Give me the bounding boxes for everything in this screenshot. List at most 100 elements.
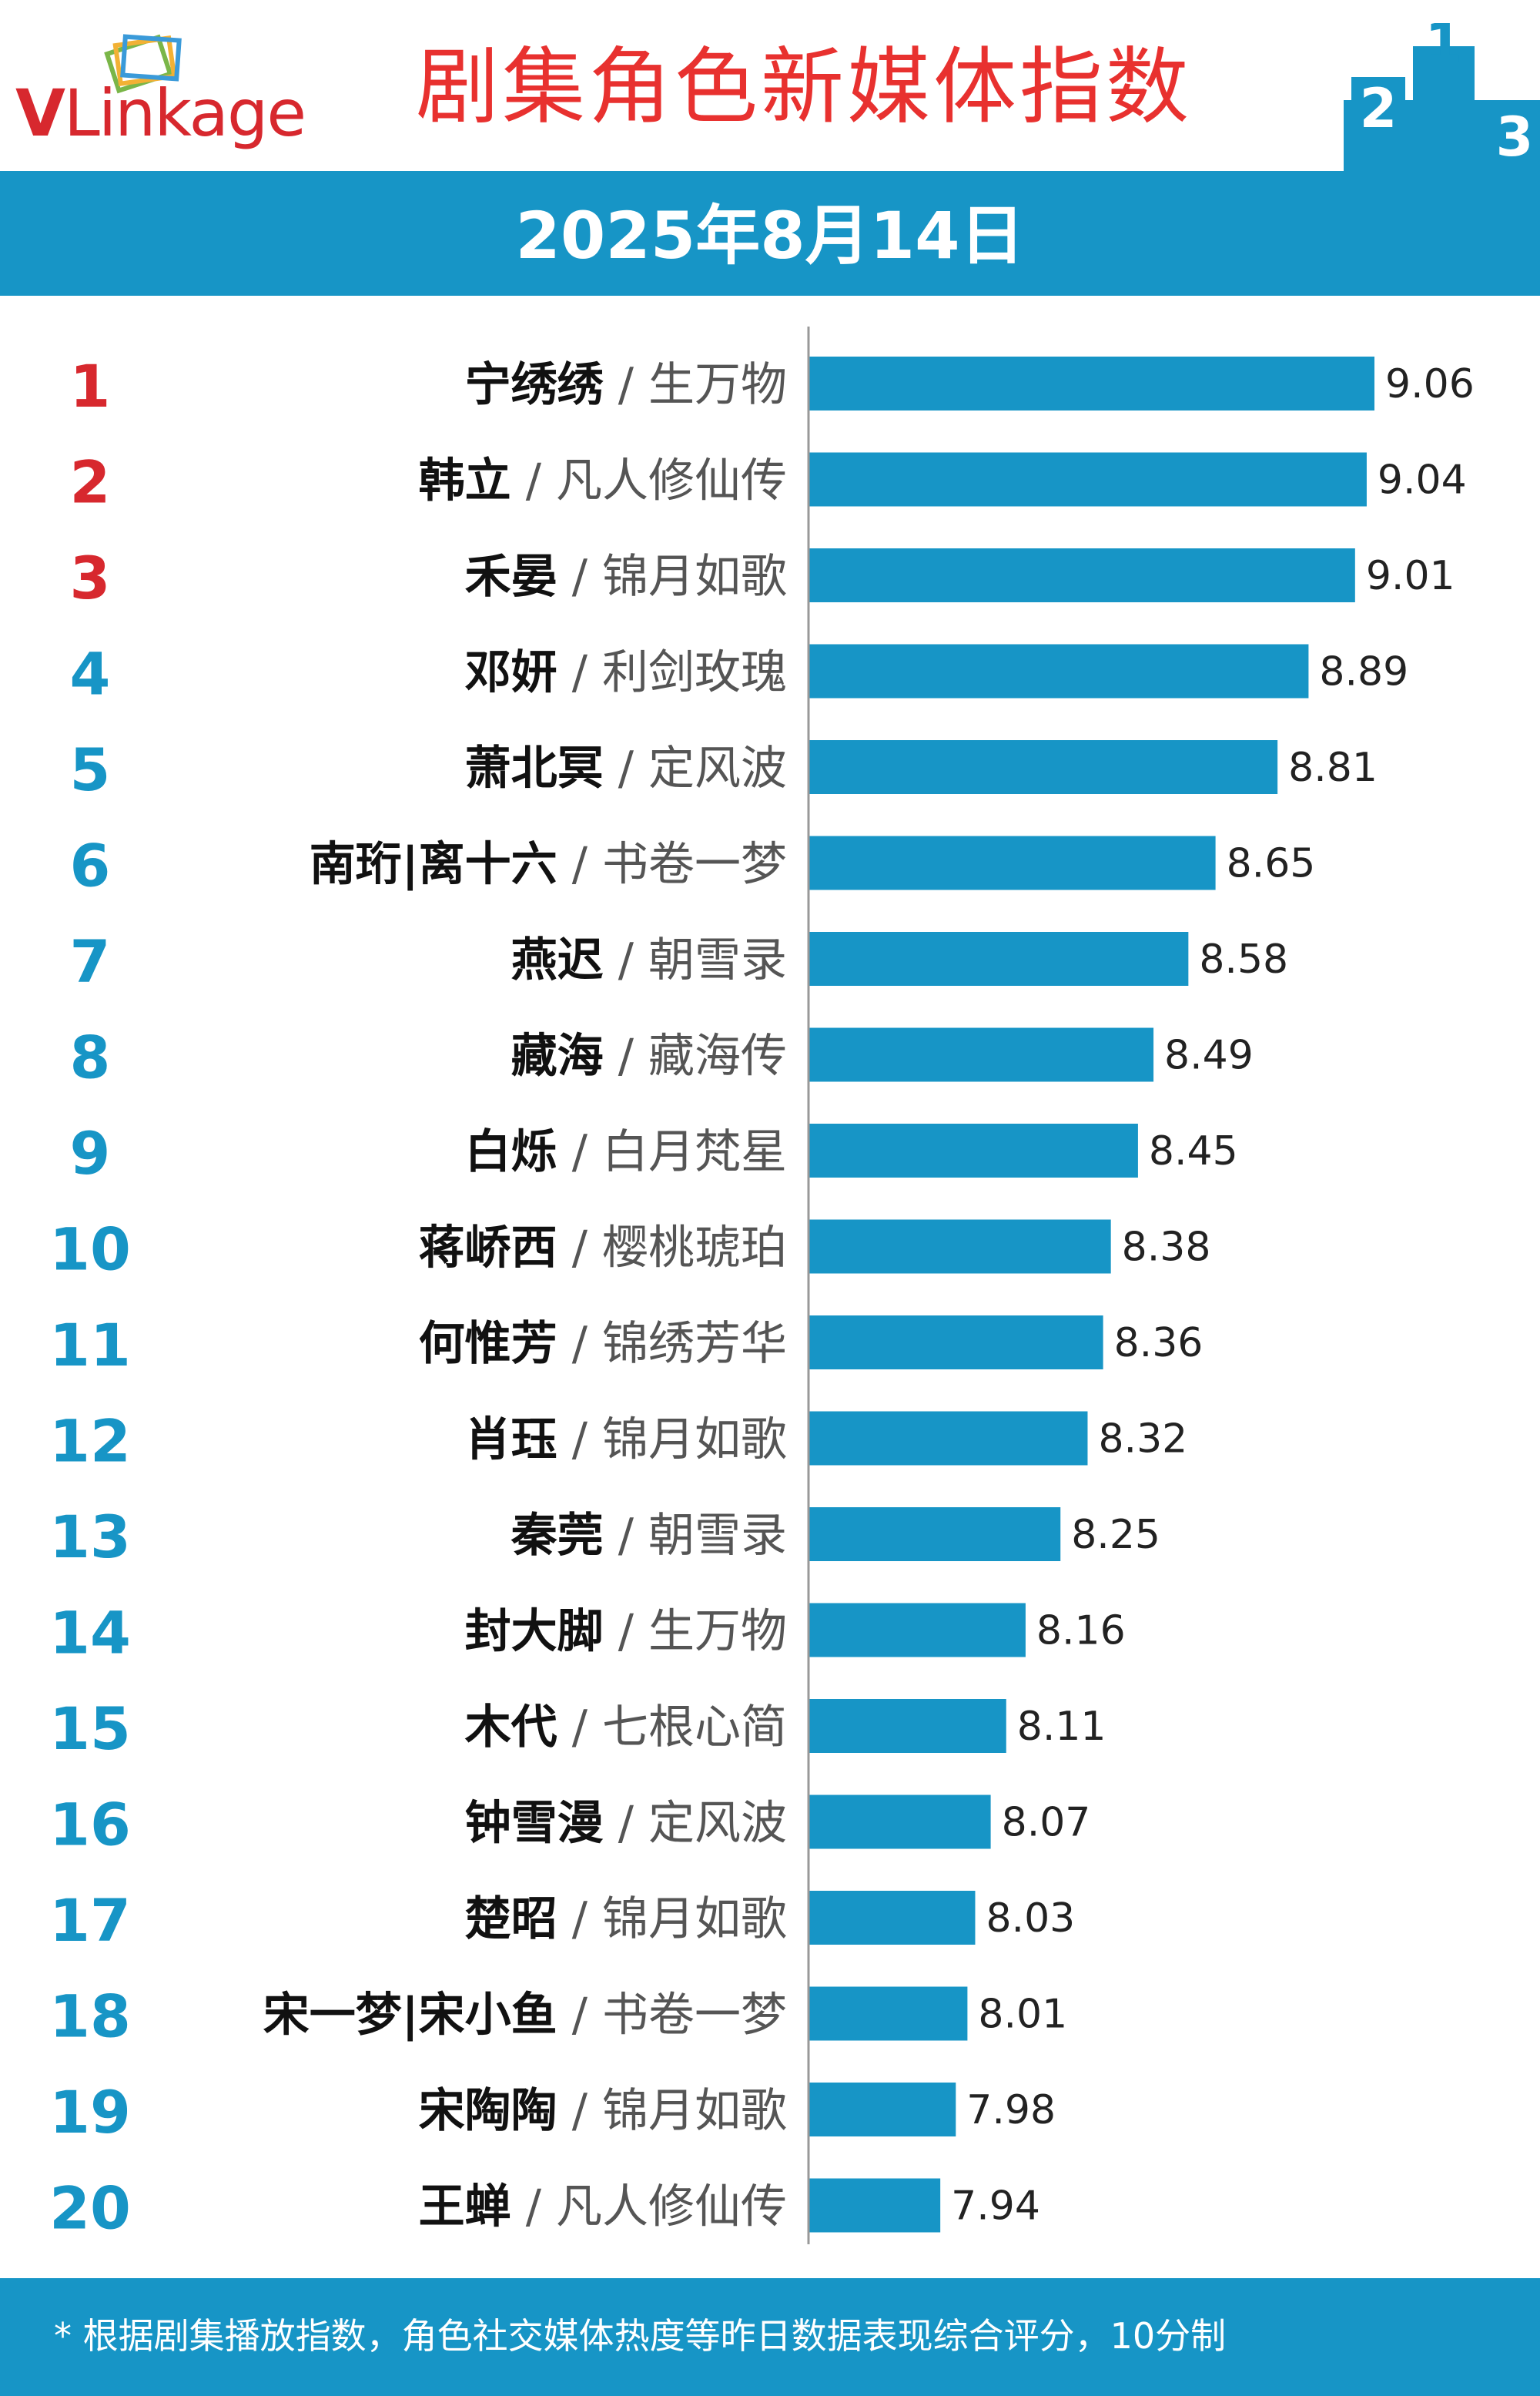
value-label-11: 8.36 xyxy=(1114,1320,1204,1366)
value-label-6: 8.65 xyxy=(1227,841,1316,887)
row-label-1: 宁绣绣 / 生万物 xyxy=(465,358,787,412)
value-label-7: 8.58 xyxy=(1199,937,1288,983)
character-name-19: 宋陶陶 xyxy=(419,2084,557,2138)
drama-name-16: / 定风波 xyxy=(604,1797,787,1851)
character-name-20: 王蝉 xyxy=(419,2180,511,2234)
character-name-13: 秦莞 xyxy=(511,1509,604,1563)
rank-label-7: 7 xyxy=(70,927,111,996)
row-label-7: 燕迟 / 朝雪录 xyxy=(511,933,787,987)
row-label-15: 木代 / 七根心简 xyxy=(465,1701,787,1754)
rank-label-12: 12 xyxy=(49,1407,131,1476)
rank-label-14: 14 xyxy=(49,1599,131,1667)
character-name-17: 楚昭 xyxy=(465,1892,557,1946)
rank-label-3: 3 xyxy=(70,544,111,612)
bar-19 xyxy=(808,2083,956,2136)
header: VLinkage 剧集角色新媒体指数 2 1 3 xyxy=(0,0,1540,171)
value-label-4: 8.89 xyxy=(1319,649,1408,695)
drama-name-15: / 七根心简 xyxy=(557,1701,787,1754)
row-label-13: 秦莞 / 朝雪录 xyxy=(511,1509,787,1563)
character-name-18: 宋一梦|宋小鱼 xyxy=(263,1989,557,2042)
row-label-3: 禾晏 / 锦月如歌 xyxy=(465,550,787,604)
row-label-16: 钟雪漫 / 定风波 xyxy=(465,1797,787,1851)
rank-label-17: 17 xyxy=(49,1886,131,1955)
drama-name-13: / 朝雪录 xyxy=(604,1509,787,1563)
logo-wordmark: VLinkage xyxy=(15,75,306,151)
rank-label-10: 10 xyxy=(49,1215,131,1284)
rank-label-4: 4 xyxy=(70,640,111,709)
bar-18 xyxy=(808,1986,968,2041)
bar-5 xyxy=(808,740,1278,794)
value-label-19: 7.98 xyxy=(966,2087,1056,2133)
value-label-20: 7.94 xyxy=(951,2183,1040,2230)
drama-name-11: / 锦绣芳华 xyxy=(557,1317,787,1371)
rank-label-11: 11 xyxy=(49,1311,131,1379)
row-label-6: 南珩|离十六 / 书卷一梦 xyxy=(310,838,787,892)
rank-label-6: 6 xyxy=(70,832,111,900)
podium-3: 3 xyxy=(1496,106,1534,169)
value-label-5: 8.81 xyxy=(1288,745,1378,791)
value-label-3: 9.01 xyxy=(1366,553,1455,599)
drama-name-9: / 白月梵星 xyxy=(557,1125,787,1179)
bar-14 xyxy=(808,1603,1026,1657)
drama-name-1: / 生万物 xyxy=(604,358,787,412)
rank-label-1: 1 xyxy=(70,352,111,421)
row-label-12: 肖珏 / 锦月如歌 xyxy=(465,1413,787,1467)
bar-8 xyxy=(808,1027,1154,1082)
page-title: 剧集角色新媒体指数 xyxy=(416,39,1193,136)
drama-name-10: / 樱桃琥珀 xyxy=(557,1221,787,1275)
character-name-4: 邓妍 xyxy=(465,646,557,700)
row-label-10: 蒋峤西 / 樱桃琥珀 xyxy=(419,1221,787,1275)
drama-name-4: / 利剑玫瑰 xyxy=(557,646,787,700)
rank-label-18: 18 xyxy=(49,1982,131,2051)
value-label-13: 8.25 xyxy=(1071,1512,1160,1558)
character-name-5: 萧北冥 xyxy=(465,742,604,796)
drama-name-14: / 生万物 xyxy=(604,1605,787,1659)
row-label-20: 王蝉 / 凡人修仙传 xyxy=(419,2180,787,2234)
character-name-6: 南珩|离十六 xyxy=(310,838,557,892)
logo-rest: Linkage xyxy=(64,75,306,151)
rank-label-9: 9 xyxy=(70,1119,111,1188)
bar-20 xyxy=(808,2178,941,2233)
rank-label-19: 19 xyxy=(49,2078,131,2146)
rank-label-8: 8 xyxy=(70,1024,111,1092)
bar-13 xyxy=(808,1507,1061,1561)
character-name-2: 韩立 xyxy=(419,454,511,508)
rank-label-5: 5 xyxy=(70,736,111,804)
row-label-2: 韩立 / 凡人修仙传 xyxy=(419,454,787,508)
podium-1: 1 xyxy=(1425,23,1463,75)
row-label-11: 何惟芳 / 锦绣芳华 xyxy=(419,1317,787,1371)
row-label-9: 白烁 / 白月梵星 xyxy=(465,1125,787,1179)
value-label-15: 8.11 xyxy=(1017,1704,1106,1750)
value-label-12: 8.32 xyxy=(1098,1416,1187,1463)
drama-name-7: / 朝雪录 xyxy=(604,933,787,987)
character-name-7: 燕迟 xyxy=(511,933,604,987)
podium-icon: 2 1 3 xyxy=(1344,23,1540,171)
drama-name-19: / 锦月如歌 xyxy=(557,2084,787,2138)
row-label-17: 楚昭 / 锦月如歌 xyxy=(465,1892,787,1946)
character-name-8: 藏海 xyxy=(511,1030,604,1084)
row-label-14: 封大脚 / 生万物 xyxy=(465,1605,787,1659)
footnote: * 根据剧集播放指数，角色社交媒体热度等昨日数据表现综合评分，10分制 xyxy=(54,2315,1227,2357)
ranking-bar-chart: 1 宁绣绣 / 生万物 9.06 2 韩立 / 凡人修仙传 9.04 3 禾晏 / 锦月如歌 9… xyxy=(49,327,1475,2244)
value-label-17: 8.03 xyxy=(986,1895,1075,1942)
drama-name-18: / 书卷一梦 xyxy=(557,1989,787,2042)
character-name-11: 何惟芳 xyxy=(419,1317,557,1371)
footer-banner: * 根据剧集播放指数，角色社交媒体热度等昨日数据表现综合评分，10分制 xyxy=(0,2278,1540,2396)
bar-17 xyxy=(808,1891,976,1945)
row-label-8: 藏海 / 藏海传 xyxy=(511,1030,787,1084)
drama-name-8: / 藏海传 xyxy=(604,1030,787,1084)
value-label-1: 9.06 xyxy=(1385,361,1475,407)
value-label-9: 8.45 xyxy=(1149,1128,1238,1175)
drama-name-5: / 定风波 xyxy=(604,742,787,796)
date-banner: 2025年8月14日 xyxy=(0,171,1540,296)
bar-6 xyxy=(808,836,1216,890)
rank-label-20: 20 xyxy=(49,2174,131,2243)
logo-frames-icon xyxy=(104,34,182,94)
row-label-19: 宋陶陶 / 锦月如歌 xyxy=(419,2084,787,2138)
value-label-16: 8.07 xyxy=(1002,1800,1091,1846)
value-label-14: 8.16 xyxy=(1036,1608,1126,1654)
logo-v: V xyxy=(15,75,65,151)
bar-2 xyxy=(808,452,1367,507)
drama-name-6: / 书卷一梦 xyxy=(557,838,787,892)
rank-label-16: 16 xyxy=(49,1791,131,1859)
